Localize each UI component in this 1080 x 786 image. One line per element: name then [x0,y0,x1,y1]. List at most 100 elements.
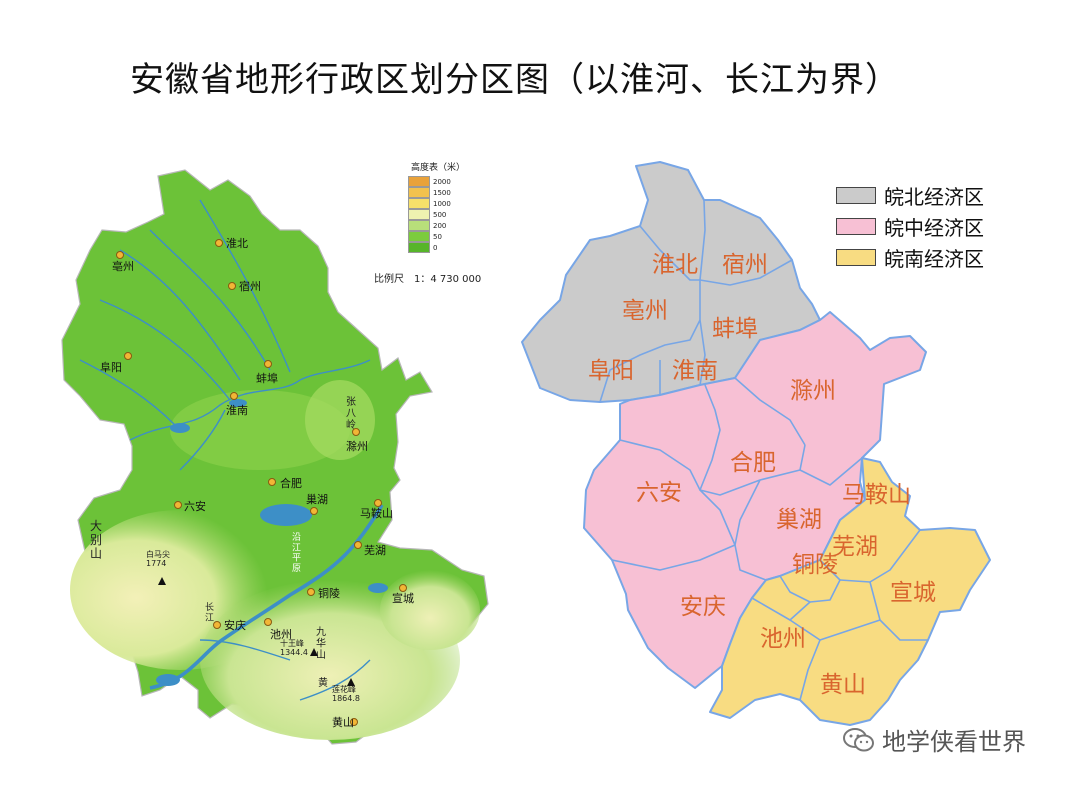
econ-city-huaibei: 淮北 [652,252,698,278]
lake-chaohu [260,504,312,526]
economic-swatch [836,187,876,204]
terrain-city-chaohu: 巢湖 [306,493,328,515]
border-line [779,559,841,603]
border-line [639,225,700,281]
economic-legend-row: 皖北经济区 [836,180,984,211]
terrain-city-label: 阜阳 [100,361,122,374]
terrain-city-huangshan: 黄山 [332,715,358,729]
economic-swatch [836,218,876,235]
terrain-city-label: 蚌埠 [256,371,278,385]
economic-map: 淮北 宿州 亳州 蚌埠 阜阳 淮南 滁州 合肥 六安 巢湖 安庆 马鞍山 芜湖 … [521,161,991,726]
yangtze-river [149,504,384,690]
economic-swatch [836,249,876,266]
tributary-8 [299,659,371,701]
elevation-legend-title: 高度表（米） [410,163,465,173]
economic-city-labels: 淮北 宿州 亳州 蚌埠 阜阳 淮南 滁州 合肥 六安 巢湖 安庆 马鞍山 芜湖 … [588,252,936,698]
terrain-eastern-hills [380,570,480,650]
terrain-city-label: 宿州 [239,279,261,293]
border-line [839,529,921,583]
tributary-4 [199,199,291,373]
econ-city-maanshan: 马鞍山 [842,482,911,508]
terrain-city-label: 黄山 [332,715,354,729]
border-line [599,319,701,403]
terrain-city-label: 池州 [270,628,292,641]
terrain-city-label: 铜陵 [318,586,340,600]
terrain-zhangbaling-hills [305,380,375,460]
wechat-icon [843,727,874,751]
elevation-legend-row: 200 [378,220,498,231]
feature-jiuhua-mountain: 九华山 [316,626,326,661]
elevation-value: 1500 [433,188,451,197]
border-line [799,457,863,486]
map-scale: 比例尺 1：4 730 000 [374,274,482,285]
terrain-city-chizhou: 池州 [264,618,292,641]
terrain-city-label: 淮北 [226,237,248,250]
feature-zhangbaling: 张八岭 [346,396,356,431]
elevation-value: 2000 [433,177,451,186]
terrain-city-label: 滁州 [346,439,368,453]
terrain-city-label: 亳州 [112,259,134,273]
economic-legend: 皖北经济区 皖中经济区 皖南经济区 [836,180,984,273]
econ-city-luan: 六安 [636,480,682,506]
terrain-city-label: 淮南 [226,404,248,417]
elevation-legend-row: 2000 [378,176,498,187]
border-line [611,544,736,571]
tributary-1 [99,299,231,401]
terrain-city-label: 安庆 [224,618,246,632]
econ-city-bengbu: 蚌埠 [712,316,758,342]
econ-city-chizhou: 池州 [760,626,806,652]
elevation-value: 0 [433,243,438,252]
terrain-city-suzhou: 宿州 [228,279,261,293]
feature-dabie-mountain: 大别山 [90,519,102,561]
elevation-swatch [408,176,430,187]
terrain-city-label: 宣城 [392,591,414,605]
terrain-city-huainan: 淮南 [226,392,248,417]
elevation-legend: 高度表（米） 2000 1500 1000 500 200 50 0 [378,160,498,253]
elevation-legend-row: 1500 [378,187,498,198]
border-line [699,259,793,286]
peak-markers [158,577,355,686]
tributary-7 [199,639,291,661]
econ-city-chaohu: 巢湖 [776,507,822,533]
border-line [619,439,701,491]
terrain-city-luan: 六安 [174,499,206,513]
elevation-legend-row: 1000 [378,198,498,209]
border-line [699,199,706,386]
economic-legend-row: 皖南经济区 [836,242,984,273]
elevation-value: 50 [433,232,442,241]
city-borders [599,199,928,701]
lake-wabu [229,399,247,407]
terrain-feature-labels: 大别山 白马尖 1774 张八岭 沿江平原 长江 九华山 十王峰 1344.4 莲花… [90,396,360,703]
econ-city-wuhu: 芜湖 [832,534,878,560]
feature-lianhuafeng: 莲花峰 1864.8 [332,684,360,703]
terrain-city-label: 马鞍山 [360,506,393,520]
tributary-2 [119,249,241,381]
econ-city-anqing: 安庆 [680,594,726,620]
tributary-3 [149,229,271,371]
econ-city-hefei: 合肥 [730,450,776,476]
feature-huang: 黄 [318,676,328,689]
elevation-legend-row: 0 [378,242,498,253]
page-title: 安徽省地形行政区划分区图（以淮河、长江为界） [130,60,900,100]
elevation-swatch [408,209,430,220]
terrain-city-chuzhou: 滁州 [346,428,368,453]
lake-longgan [156,674,180,686]
watermark: 地学侠看世界 [842,722,1026,757]
feature-shiwangfeng: 十王峰 1344.4 [280,638,308,657]
terrain-city-label: 芜湖 [364,543,386,557]
elevation-swatch [408,198,430,209]
terrain-central-hills [170,390,350,470]
econ-city-huangshan: 黄山 [820,672,866,698]
terrain-rivers [79,199,384,701]
lake-gaotang [170,423,190,433]
terrain-city-label: 合肥 [280,476,302,490]
terrain-city-label: 六安 [184,499,206,513]
lake-nanyi [368,583,388,593]
elevation-swatch [408,242,430,253]
elevation-value: 500 [433,210,447,219]
feature-yangtze-plain: 沿江平原 [292,532,301,574]
economic-legend-label: 皖南经济区 [884,247,984,271]
feature-baimajian-peak: 白马尖 1774 [146,549,170,568]
econ-city-xuancheng: 宣城 [890,580,936,606]
